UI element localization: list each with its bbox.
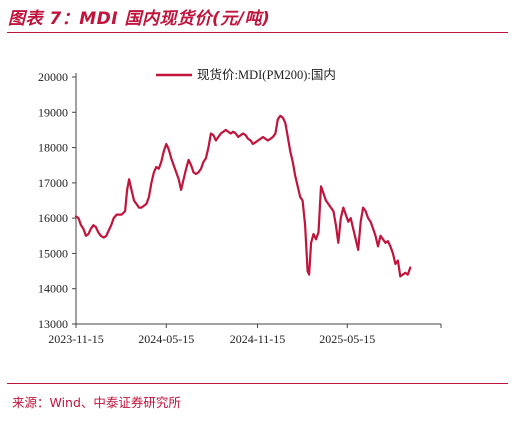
series-line-0: [74, 114, 412, 278]
title-divider: [7, 32, 508, 33]
x-tick-label: 2023-11-15: [48, 332, 104, 346]
figure-title: 图表 7：MDI 国内现货价(元/吨): [8, 9, 271, 29]
plot-area: [74, 114, 412, 278]
source-divider: [7, 383, 508, 384]
y-tick-label: 20000: [38, 70, 68, 84]
x-tick-label: 2025-05-15: [319, 332, 375, 346]
y-tick-label: 19000: [38, 105, 68, 119]
source-note: 来源：Wind、中泰证券研究所: [12, 395, 181, 410]
y-tick-label: 14000: [38, 282, 68, 296]
x-tick-label: 2024-05-15: [138, 332, 194, 346]
price-line-chart: 现货价:MDI(PM200):国内 13000 14000 15000 16000 17…: [38, 67, 442, 346]
y-tick-label: 17000: [38, 176, 68, 190]
y-tick-label: 18000: [38, 141, 68, 155]
y-tick-label: 13000: [38, 317, 68, 331]
y-axis: 13000 14000 15000 16000 17000 18000 19000 20000: [38, 70, 77, 331]
legend-label: 现货价:MDI(PM200):国内: [197, 67, 336, 82]
y-tick-label: 16000: [38, 211, 68, 225]
y-tick-label: 15000: [38, 246, 68, 260]
x-axis: 2023-11-15 2024-05-15 2024-11-15 2025-05-15: [48, 323, 442, 346]
chart-legend: 现货价:MDI(PM200):国内: [156, 67, 336, 82]
x-tick-label: 2024-11-15: [230, 332, 286, 346]
